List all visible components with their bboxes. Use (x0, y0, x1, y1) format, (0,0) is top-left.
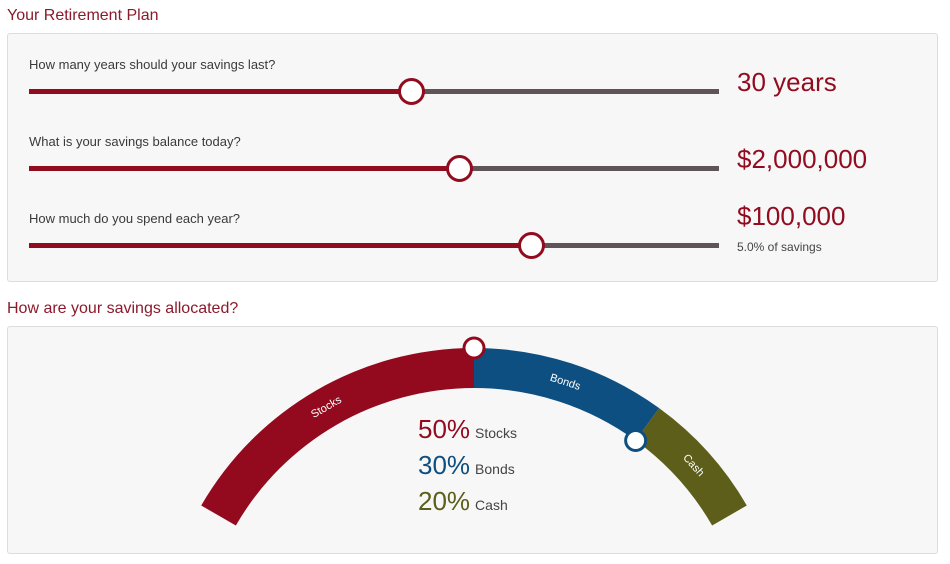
spend-question-label: How much do you spend each year? (29, 211, 241, 226)
years-slider-thumb[interactable] (398, 78, 426, 105)
balance-question-label: What is your savings balance today? (29, 134, 241, 149)
years-question-label: How many years should your savings last? (29, 57, 276, 72)
balance-slider-fill (29, 166, 459, 171)
plan-title: Your Retirement Plan (7, 7, 159, 24)
balance-slider[interactable] (29, 155, 719, 182)
allocation-arc-chart[interactable]: Stocks Bonds Cash (8, 327, 938, 553)
spend-value: $100,000 (737, 201, 846, 231)
legend-row-cash: 20% Cash (418, 486, 508, 521)
balance-slider-thumb[interactable] (445, 155, 473, 182)
bonds-percent: 30% (418, 450, 471, 480)
bonds-label: Bonds (475, 461, 515, 477)
allocation-card: Stocks Bonds Cash 50% Stocks 30% Bonds 20% Ca… (7, 326, 938, 554)
allocation-title: How are your savings allocated? (7, 300, 239, 317)
arc-segment-cash (635, 408, 747, 526)
stocks-percent: 50% (418, 414, 471, 444)
years-slider[interactable] (29, 78, 719, 105)
arc-segment-stocks (201, 348, 474, 526)
cash-label: Cash (475, 497, 508, 513)
balance-value: $2,000,000 (737, 144, 868, 174)
bonds-cash-handle[interactable] (624, 429, 648, 453)
cash-percent: 20% (418, 486, 471, 516)
years-slider-fill (29, 89, 412, 94)
spend-slider[interactable] (29, 232, 719, 259)
stocks-bonds-handle[interactable] (462, 336, 486, 360)
legend-row-stocks: 50% Stocks (418, 414, 517, 449)
spend-slider-fill (29, 243, 532, 248)
spend-slider-thumb[interactable] (518, 232, 546, 259)
plan-card: How many years should your savings last?… (7, 33, 938, 282)
legend-row-bonds: 30% Bonds (418, 450, 515, 485)
arc-segment-bonds (474, 348, 660, 441)
years-value: 30 years (737, 67, 837, 97)
spend-percent-of-savings: 5.0% of savings (737, 240, 822, 254)
stocks-label: Stocks (475, 425, 518, 441)
